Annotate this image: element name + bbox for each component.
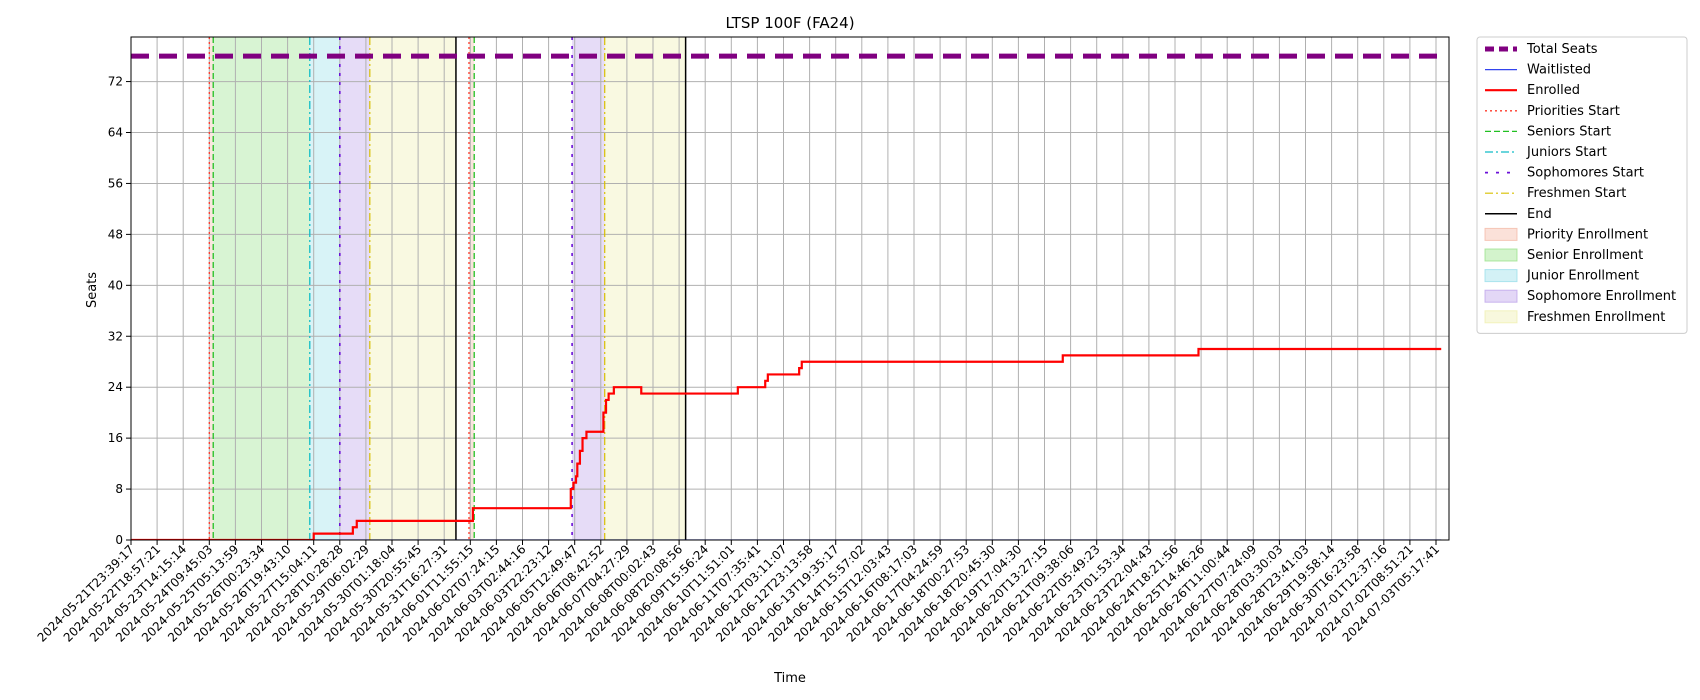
series-group <box>131 53 1442 540</box>
legend: Total Seats Waitlisted Enrolled Priorities … <box>1476 36 1688 334</box>
legend-label: Enrolled <box>1527 83 1580 98</box>
phase-band-sophomore-enrollment-6 <box>572 37 605 540</box>
y-tick-label: 8 <box>115 482 123 496</box>
y-tick-label: 16 <box>108 431 123 445</box>
y-tick-label: 0 <box>115 533 123 547</box>
legend-label: Juniors Start <box>1526 145 1607 160</box>
y-tick-label: 72 <box>108 75 123 89</box>
legend-label: Priority Enrollment <box>1527 227 1648 242</box>
chart-title: LTSP 100F (FA24) <box>725 14 854 32</box>
legend-label: Freshmen Start <box>1527 186 1626 201</box>
legend-box <box>1476 36 1688 334</box>
phase-band-sophomore-enrollment-3 <box>339 37 370 540</box>
plot-area: 0816243240485664722024-05-21T23:39:17202… <box>35 36 1450 645</box>
phase-band-junior-enrollment-2 <box>309 37 340 540</box>
legend-label: Waitlisted <box>1527 63 1591 78</box>
y-tick-label: 64 <box>108 126 123 140</box>
legend-label: Freshmen Enrollment <box>1527 310 1665 325</box>
x-axis-label: Time <box>773 671 806 686</box>
y-tick-label: 48 <box>108 227 123 241</box>
legend-label: Seniors Start <box>1527 124 1611 139</box>
series-enrolled <box>131 347 1442 540</box>
phase-band-freshmen-enrollment-4 <box>369 37 456 540</box>
axes-frame <box>130 36 1450 541</box>
y-tick-label: 32 <box>108 329 123 343</box>
legend-swatch-freshmen-enrollment <box>1484 310 1518 324</box>
legend-label: Total Seats <box>1526 42 1598 57</box>
legend-label: Junior Enrollment <box>1526 269 1639 284</box>
legend-label: Sophomore Enrollment <box>1527 289 1676 304</box>
y-tick-label: 24 <box>108 380 123 394</box>
legend-label: Senior Enrollment <box>1527 248 1643 263</box>
phase-band-priority-enrollment-5 <box>468 37 475 540</box>
legend-swatch-junior-enrollment <box>1484 269 1518 283</box>
legend-label: Sophomores Start <box>1527 166 1644 181</box>
phase-band-freshmen-enrollment-7 <box>604 37 686 540</box>
phase-band-priority-enrollment-0 <box>209 37 214 540</box>
legend-swatch-senior-enrollment <box>1484 248 1518 262</box>
legend-swatch-sophomore-enrollment <box>1484 289 1518 303</box>
legend-swatch-priority-enrollment <box>1484 227 1518 241</box>
y-tick-label: 40 <box>108 278 123 292</box>
y-axis-label: Seats <box>85 272 100 308</box>
legend-label: End <box>1527 207 1552 222</box>
legend-label: Priorities Start <box>1527 104 1620 119</box>
y-tick-label: 56 <box>108 176 123 190</box>
